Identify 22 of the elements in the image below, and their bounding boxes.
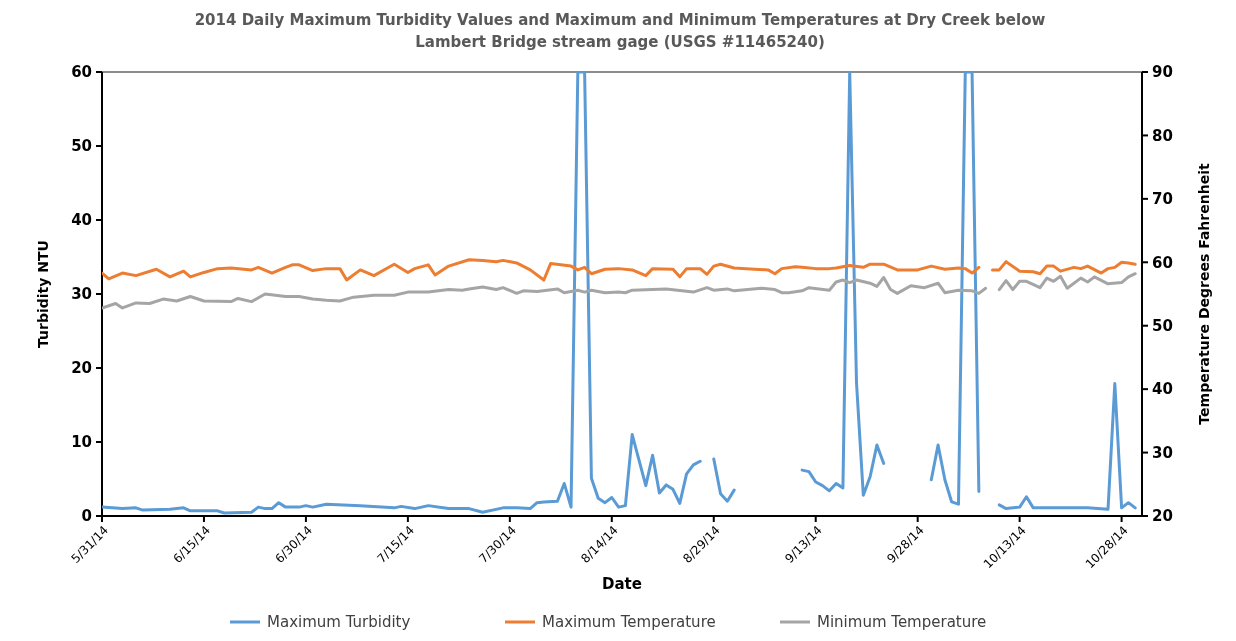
y2-tick-label: 30 — [1152, 443, 1173, 462]
legend-label: Maximum Temperature — [542, 613, 716, 632]
y2-tick-label: 50 — [1152, 316, 1173, 335]
y-tick-label: 40 — [71, 211, 92, 230]
y2-tick-label: 60 — [1152, 253, 1173, 272]
y-tick-label: 30 — [71, 285, 92, 304]
y2-tick-label: 90 — [1152, 63, 1173, 82]
y-axis-title: Turbidity NTU — [35, 240, 51, 348]
legend-label: Maximum Turbidity — [267, 613, 411, 632]
y-tick-label: 10 — [71, 433, 92, 452]
y2-tick-label: 80 — [1152, 126, 1173, 145]
y2-tick-label: 40 — [1152, 380, 1173, 399]
y-tick-label: 60 — [71, 63, 92, 82]
chart-title: 2014 Daily Maximum Turbidity Values and Maximum and Minimum Temperatures at Dry Creek below Lambert Bridge stream gage (USGS #11465240) — [194, 11, 1046, 51]
y-tick-label: 20 — [71, 359, 92, 378]
y2-tick-label: 20 — [1152, 507, 1173, 526]
legend-label: Minimum Temperature — [817, 613, 987, 632]
y2-axis-title: Temperature Degrees Fahrenheit — [1196, 163, 1212, 425]
y-tick-label: 0 — [81, 507, 92, 526]
y2-tick-label: 70 — [1152, 190, 1173, 209]
x-axis-title: Date — [602, 575, 642, 593]
y-tick-label: 50 — [71, 137, 92, 156]
